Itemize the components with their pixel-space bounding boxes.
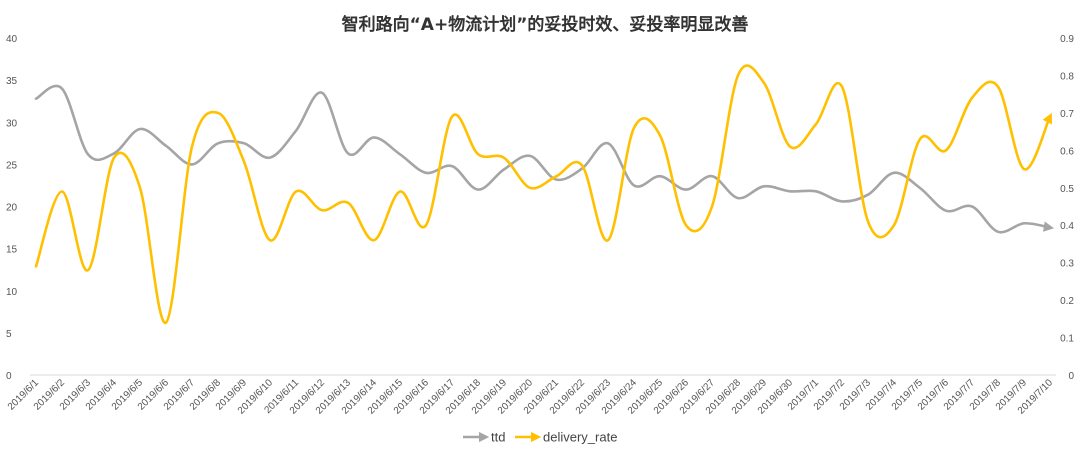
- x-axis: 2019/6/12019/6/22019/6/32019/6/42019/6/5…: [6, 374, 1056, 417]
- left-y-tick-label: 35: [6, 76, 18, 87]
- right-y-tick-label: 0: [1068, 371, 1074, 382]
- legend-label-delivery_rate: delivery_rate: [543, 430, 617, 445]
- right-y-tick-label: 0.7: [1060, 109, 1074, 120]
- series-line-delivery_rate: [34, 64, 1052, 324]
- left-y-tick-label: 15: [6, 245, 18, 256]
- right-y-tick-label: 0.1: [1060, 334, 1074, 345]
- right-y-tick-label: 0.6: [1060, 146, 1074, 157]
- left-y-tick-label: 25: [6, 160, 18, 171]
- right-y-tick-label: 0.2: [1060, 296, 1074, 307]
- left-y-tick-label: 40: [6, 34, 18, 45]
- left-y-tick-label: 10: [6, 287, 18, 298]
- right-y-tick-label: 0.8: [1060, 71, 1074, 82]
- left-y-tick-label: 20: [6, 203, 18, 214]
- left-y-tick-label: 0: [6, 371, 12, 382]
- right-y-tick-label: 0.5: [1060, 184, 1074, 195]
- legend-label-ttd: ttd: [491, 430, 505, 445]
- right-y-tick-label: 0.4: [1060, 221, 1074, 232]
- series-layer: [34, 64, 1055, 324]
- left-y-tick-label: 30: [6, 118, 18, 129]
- right-y-axis: 0 0.1 0.2 0.3 0.4 0.5 0.6 0.7 0.8 0.9: [1060, 34, 1074, 382]
- chart-title: 智利路向“A+物流计划”的妥投时效、妥投率明显改善: [342, 14, 749, 35]
- series-line-ttd: [34, 84, 1055, 234]
- right-y-tick-label: 0.3: [1060, 259, 1074, 270]
- left-y-axis: 0 5 10 15 20 25 30 35 40: [6, 34, 18, 382]
- legend: ttd delivery_rate: [463, 430, 617, 445]
- right-y-tick-label: 0.9: [1060, 34, 1074, 45]
- left-y-tick-label: 5: [6, 329, 12, 340]
